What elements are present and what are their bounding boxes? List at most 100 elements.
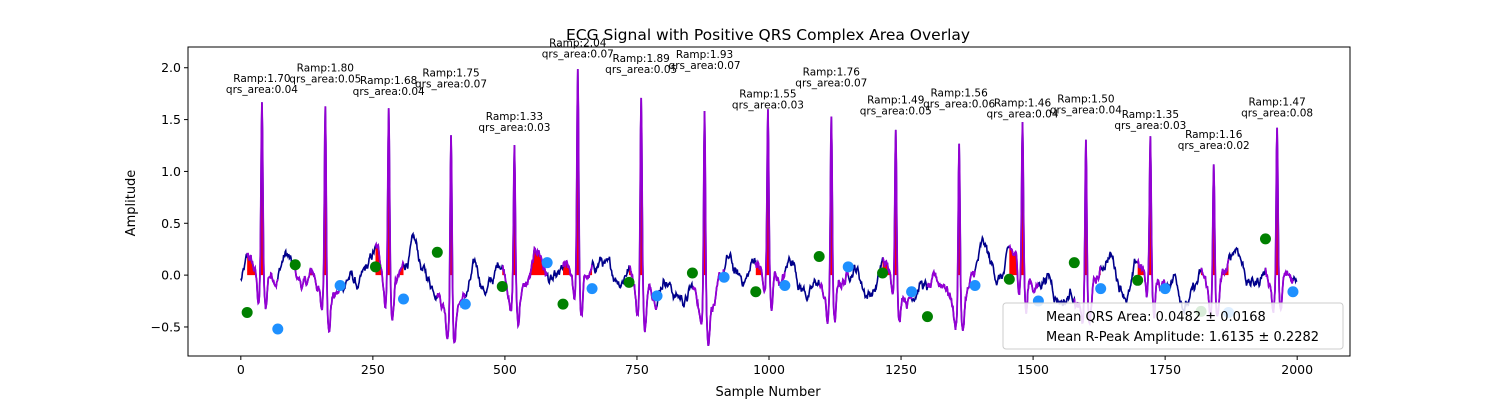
qrs-area-label: qrs_area:0.08 [1241,108,1313,120]
x-axis-ticks: 0 250 500 750 1000 1250 1500 1750 2000 [237,356,1313,377]
qrs-segment-line [926,143,976,331]
qrs-offset-marker [272,323,284,335]
x-tick-label: 750 [625,362,649,377]
qrs-segment-line [818,116,850,324]
qrs-offset-marker [1095,283,1107,295]
x-tick-label: 1000 [753,362,785,377]
r-peak-amplitude-label: Ramp:1.75 [422,68,479,80]
r-peak-amplitude-label: Ramp:1.76 [803,67,861,79]
r-peak-amplitude-label: Ramp:1.80 [297,62,354,74]
qrs-area-label: qrs_area:0.05 [860,106,932,118]
legend-box [1002,302,1344,350]
qrs-area-label: qrs_area:0.07 [542,49,614,61]
qrs-onset-marker [241,306,253,318]
qrs-onset-marker [813,250,825,262]
y-tick-label: 1.0 [161,164,181,179]
r-peak-amplitude-label: Ramp:1.33 [486,111,543,123]
qrs-segment-line [882,129,913,323]
qrs-onset-marker [557,298,569,310]
r-peak-amplitude-label: Ramp:1.46 [994,98,1052,110]
qrs-offset-marker [397,293,409,305]
r-peak-amplitude-label: Ramp:1.50 [1057,94,1114,106]
r-peak-amplitude-label: Ramp:1.89 [613,53,670,65]
r-peak-amplitude-label: Ramp:1.49 [867,95,924,107]
qrs-area-label: qrs_area:0.02 [1178,140,1250,152]
qrs-offset-marker [334,279,346,291]
qrs-onset-marker [1132,274,1144,286]
x-axis-label: Sample Number [715,385,821,400]
qrs-area-label: qrs_area:0.04 [353,86,425,98]
r-peak-amplitude-label: Ramp:1.68 [360,75,417,87]
qrs-onset-marker [686,267,698,279]
qrs-segment-line [628,97,658,333]
legend: Mean QRS Area: 0.0482 ± 0.0168 Mean R-Pe… [1002,302,1344,350]
x-tick-label: 1250 [885,362,917,377]
qrs-area-label: qrs_area:0.07 [669,60,741,72]
peak-label-layer: Ramp:1.70qrs_area:0.04Ramp:1.80qrs_area:… [226,38,1313,152]
qrs-segment-line [246,102,279,310]
qrs-segment-line [562,69,593,318]
qrs-segment-line [374,108,405,321]
x-tick-label: 1750 [1149,362,1181,377]
qrs-segment-line [294,106,341,334]
qrs-onset-marker [1003,273,1015,285]
qrs-segment-line [1264,127,1294,313]
qrs-offset-marker [718,271,730,283]
y-tick-label: 2.0 [161,60,181,75]
qrs-area-label: qrs_area:0.06 [923,98,995,110]
qrs-offset-marker [969,279,981,291]
r-peak-amplitude-label: Ramp:1.93 [676,49,733,61]
qrs-area-label: qrs_area:0.05 [605,64,677,76]
r-peak-amplitude-label: Ramp:1.16 [1185,129,1243,141]
qrs-onset-marker [750,286,762,298]
qrs-offset-marker [906,286,918,298]
qrs-onset-marker [1259,233,1271,245]
r-peak-amplitude-label: Ramp:1.47 [1248,97,1305,109]
x-tick-label: 500 [493,362,517,377]
qrs-onset-marker [289,259,301,271]
qrs-onset-marker [370,261,382,273]
qrs-area-label: qrs_area:0.03 [478,122,550,134]
y-axis-label: Amplitude [124,170,139,237]
qrs-offset-marker [779,279,791,291]
qrs-offset-marker [1159,283,1171,295]
x-tick-label: 250 [361,362,385,377]
qrs-area-label: qrs_area:0.03 [1114,120,1186,132]
qrs-area-label: qrs_area:0.05 [289,73,361,85]
qrs-onset-marker [623,276,635,288]
x-tick-label: 0 [237,362,245,377]
legend-entry-mean-qrs-area: Mean QRS Area: 0.0482 ± 0.0168 [1046,310,1266,325]
qrs-area-label: qrs_area:0.07 [415,79,487,91]
qrs-area-label: qrs_area:0.04 [226,84,298,96]
qrs-area-label: qrs_area:0.07 [795,78,867,90]
chart-title: ECG Signal with Positive QRS Complex Are… [566,26,970,44]
r-peak-amplitude-label: Ramp:1.35 [1122,109,1179,121]
qrs-segment-line [692,111,725,347]
r-peak-amplitude-label: Ramp:1.70 [233,73,290,85]
qrs-area-label: qrs_area:0.04 [987,109,1059,121]
r-peak-amplitude-label: Ramp:1.56 [930,87,988,99]
qrs-segment-line [1200,164,1230,318]
qrs-area-label: qrs_area:0.03 [732,99,804,111]
qrs-onset-marker [496,281,508,293]
legend-entry-mean-r-peak-amplitude: Mean R-Peak Amplitude: 1.6135 ± 0.2282 [1046,330,1319,345]
y-tick-label: 0.5 [161,216,181,231]
qrs-offset-marker [459,298,471,310]
qrs-segment-line [501,145,548,330]
qrs-onset-marker [877,267,889,279]
qrs-onset-marker [431,246,443,258]
qrs-onset-marker [921,311,933,323]
qrs-segment-line [1008,122,1040,314]
y-axis-ticks: −0.5 0.0 0.5 1.0 1.5 2.0 [151,60,188,334]
y-tick-label: −0.5 [151,319,181,334]
y-tick-label: 0.0 [161,268,181,283]
qrs-offset-marker [541,257,553,269]
x-tick-label: 2000 [1281,362,1313,377]
qrs-offset-marker [586,283,598,295]
qrs-onset-marker [1068,257,1080,269]
y-tick-label: 1.5 [161,112,181,127]
qrs-offset-marker [1287,286,1299,298]
x-tick-label: 1500 [1017,362,1049,377]
qrs-offset-marker [651,290,663,302]
